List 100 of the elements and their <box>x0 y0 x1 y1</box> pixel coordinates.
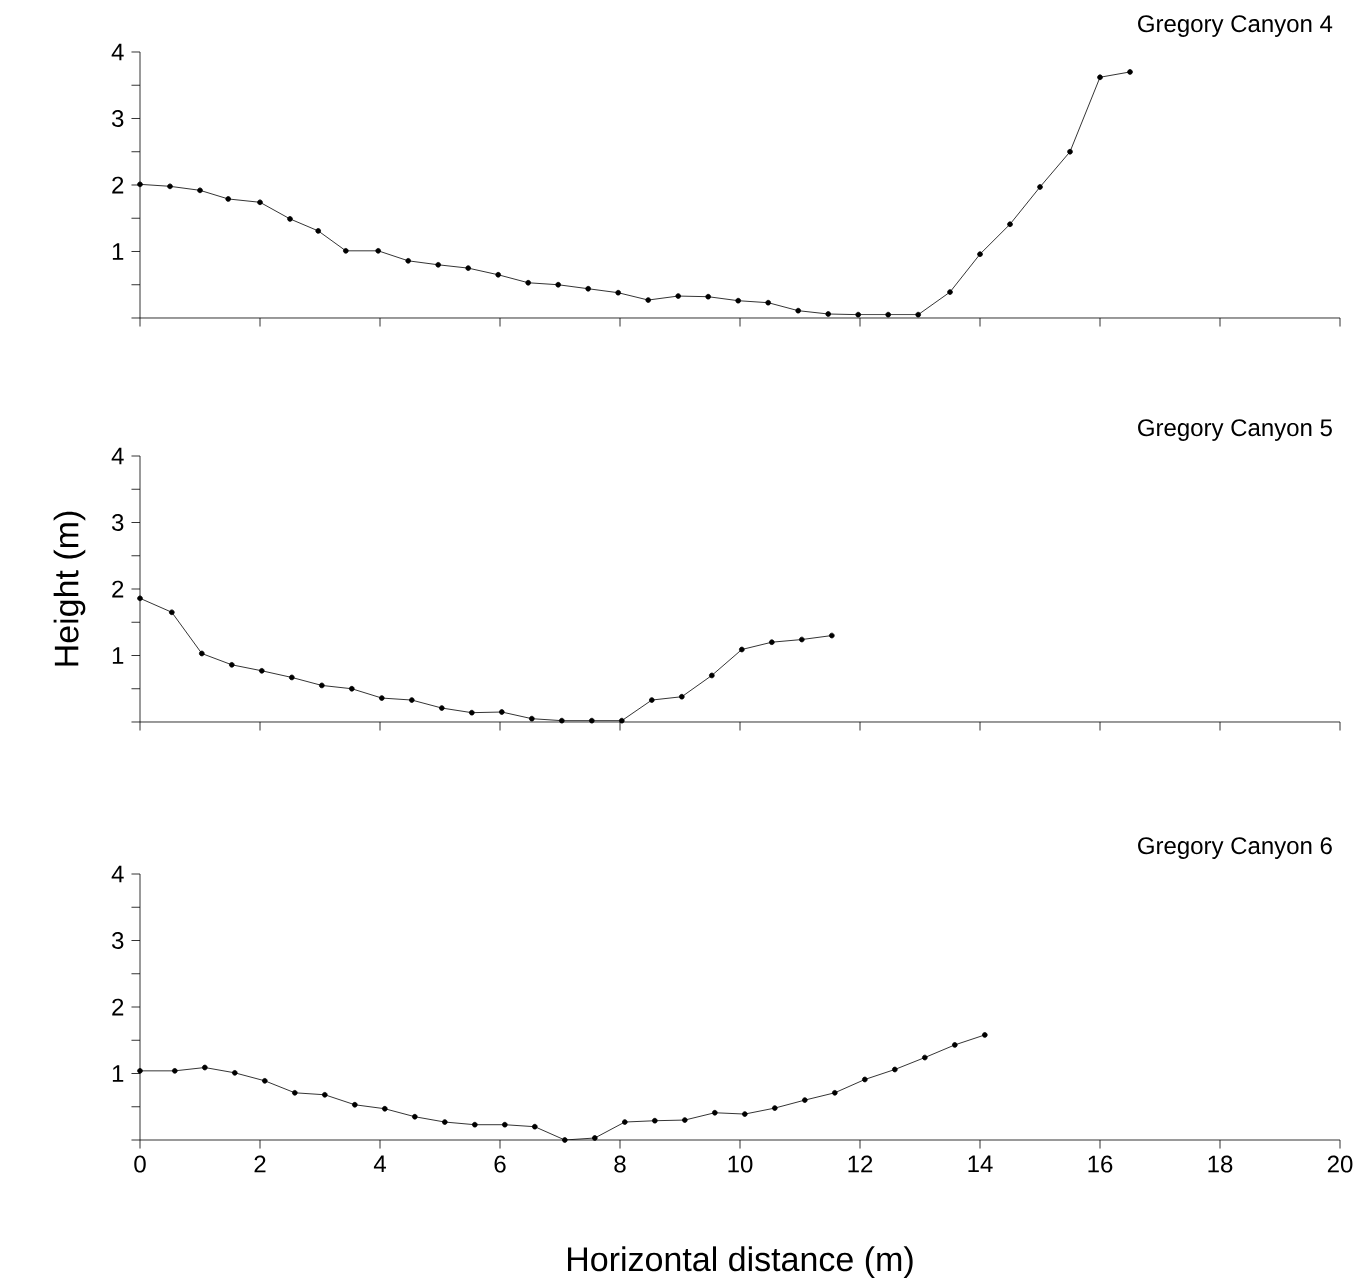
point <box>529 715 535 722</box>
point <box>825 311 832 317</box>
point <box>532 1123 538 1130</box>
point <box>562 1137 568 1143</box>
point <box>829 632 835 639</box>
point <box>197 187 203 194</box>
point <box>832 1089 838 1096</box>
point <box>287 216 293 222</box>
point <box>977 251 983 257</box>
y-tick-label: 2 <box>112 580 124 598</box>
point <box>739 646 745 653</box>
point <box>382 1105 388 1112</box>
point <box>649 697 655 703</box>
x-tick-label: 2 <box>254 1155 266 1173</box>
y-tick-label: 3 <box>111 110 124 127</box>
point <box>712 1109 718 1116</box>
point <box>405 258 412 264</box>
point <box>202 1064 208 1071</box>
point <box>682 1117 688 1123</box>
x-tick-label: 8 <box>614 1155 626 1173</box>
point <box>315 228 322 234</box>
point <box>885 311 892 318</box>
point <box>137 181 143 188</box>
y-tick-label: 2 <box>112 176 124 194</box>
point <box>652 1117 658 1124</box>
point <box>645 297 652 303</box>
point <box>709 672 715 679</box>
point <box>769 639 775 645</box>
point <box>349 685 355 692</box>
x-tick-label: 6 <box>494 1155 506 1173</box>
point <box>1067 148 1073 155</box>
y-tick-label: 3 <box>111 514 124 531</box>
point <box>922 1054 928 1061</box>
chart-title: Gregory Canyon 5 <box>1138 419 1332 441</box>
point <box>525 279 532 286</box>
point <box>555 281 562 288</box>
point <box>409 697 415 703</box>
point <box>499 709 505 715</box>
y-tick-label: 4 <box>111 865 124 883</box>
point <box>225 196 232 202</box>
y-axis-title: Height (m) <box>53 511 86 666</box>
x-tick-label: 10 <box>728 1155 753 1173</box>
point <box>495 271 502 278</box>
point <box>947 289 953 295</box>
y-tick-label: 4 <box>111 43 124 61</box>
point <box>892 1066 898 1073</box>
point <box>559 717 565 724</box>
point <box>137 1068 143 1074</box>
point <box>1127 69 1133 75</box>
point <box>379 695 385 701</box>
point <box>1037 184 1043 190</box>
chart-title: Gregory Canyon 4 <box>1138 15 1333 37</box>
point <box>257 199 263 206</box>
point <box>705 293 712 300</box>
y-tick-label: 2 <box>112 998 124 1016</box>
point <box>795 307 802 314</box>
point <box>679 693 685 700</box>
point <box>615 289 622 296</box>
point <box>289 674 295 681</box>
point <box>799 636 805 643</box>
point <box>735 297 742 304</box>
x-tick-label: 18 <box>1208 1155 1233 1173</box>
point <box>343 248 349 254</box>
point <box>292 1089 298 1096</box>
y-tick-label: 3 <box>111 932 124 949</box>
point <box>319 682 325 689</box>
point <box>472 1121 478 1128</box>
point <box>982 1032 988 1038</box>
x-tick-label: 14 <box>968 1155 993 1173</box>
point <box>469 709 475 716</box>
point <box>622 1119 628 1125</box>
x-tick-label: 12 <box>848 1155 873 1173</box>
point <box>862 1076 868 1083</box>
x-tick-label: 0 <box>134 1155 146 1173</box>
point <box>232 1070 238 1076</box>
point <box>137 595 143 602</box>
point <box>585 285 592 292</box>
point <box>199 650 205 657</box>
point <box>322 1091 328 1098</box>
point <box>765 299 772 306</box>
point <box>772 1105 778 1111</box>
point <box>1097 74 1103 81</box>
point <box>742 1111 748 1117</box>
point <box>229 662 235 668</box>
point <box>1007 221 1013 228</box>
x-axis-title: Horizontal distance (m) <box>568 1246 913 1278</box>
y-tick-label: 1 <box>112 647 124 664</box>
point <box>172 1068 178 1074</box>
point <box>589 717 595 724</box>
y-tick-label: 1 <box>112 243 124 260</box>
y-tick-label: 4 <box>111 447 124 465</box>
x-tick-label: 20 <box>1327 1155 1353 1173</box>
point <box>675 293 682 299</box>
point <box>855 311 862 318</box>
point <box>352 1101 358 1108</box>
point <box>502 1121 508 1128</box>
chart-title: Gregory Canyon 6 <box>1138 837 1332 859</box>
point <box>802 1097 808 1103</box>
point <box>465 265 471 271</box>
point <box>412 1113 418 1120</box>
